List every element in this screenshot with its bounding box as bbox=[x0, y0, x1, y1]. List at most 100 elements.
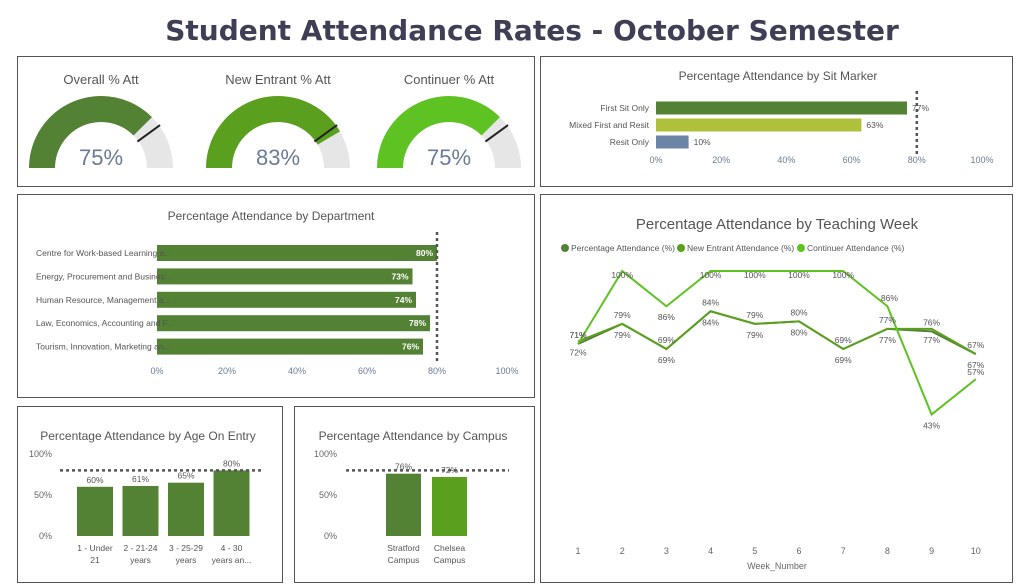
data-label: 80% bbox=[416, 248, 433, 258]
dashboard-title: Student Attendance Rates - October Semes… bbox=[165, 14, 899, 47]
chart-title: Percentage Attendance by Age On Entry bbox=[40, 429, 255, 443]
campus-chart: Percentage Attendance by Campus 0% 50% 100%… bbox=[314, 429, 509, 565]
category-label: 3 - 25-29 bbox=[169, 543, 203, 553]
legend-marker bbox=[797, 244, 805, 252]
category-label: Law, Economics, Accounting and F... bbox=[36, 318, 174, 328]
data-label: 100% bbox=[744, 270, 766, 280]
data-label: 86% bbox=[658, 312, 675, 322]
gauges-svg: Overall % Att 75% New Entrant % Att 83% Cont… bbox=[29, 72, 521, 170]
gauge-target-marker bbox=[136, 124, 161, 143]
bar bbox=[157, 315, 430, 332]
data-label: 69% bbox=[835, 355, 852, 365]
data-label: 69% bbox=[658, 335, 675, 345]
data-label: 73% bbox=[391, 271, 408, 281]
gauge-value: 75% bbox=[427, 145, 471, 170]
category-label: Tourism, Innovation, Marketing an... bbox=[36, 342, 171, 352]
chart-title: Percentage Attendance by Campus bbox=[319, 429, 508, 443]
category-label: years bbox=[176, 555, 197, 565]
bar bbox=[656, 101, 908, 115]
category-label: 21 bbox=[90, 555, 100, 565]
campus-panel: Percentage Attendance by Campus 0% 50% 100%… bbox=[294, 406, 535, 583]
category-label: Stratford bbox=[387, 543, 420, 553]
data-label: 76% bbox=[395, 462, 412, 472]
bar bbox=[386, 473, 421, 536]
bar bbox=[122, 485, 159, 536]
x-axis-title: Week_Number bbox=[747, 561, 807, 571]
data-label: 69% bbox=[658, 355, 675, 365]
bar bbox=[432, 476, 467, 536]
x-tick-label: 3 bbox=[664, 546, 669, 556]
category-label: Centre for Work-based Learning a... bbox=[36, 248, 171, 258]
x-tick-label: 8 bbox=[885, 546, 890, 556]
gauge-title: Continuer % Att bbox=[404, 72, 495, 87]
data-label: 100% bbox=[832, 270, 854, 280]
category-label: First Sit Only bbox=[600, 103, 649, 113]
data-label: 84% bbox=[702, 317, 719, 327]
data-label: 63% bbox=[866, 120, 883, 130]
category-label: years an... bbox=[212, 555, 252, 565]
data-label: 80% bbox=[790, 327, 807, 337]
category-label: Energy, Procurement and Busines... bbox=[36, 271, 172, 281]
x-tick-label: 7 bbox=[841, 546, 846, 556]
data-label: 80% bbox=[790, 307, 807, 317]
y-tick-label: 100% bbox=[314, 449, 337, 459]
gauge-target-marker bbox=[313, 124, 338, 143]
gauge-target-marker bbox=[484, 124, 509, 143]
data-label: 78% bbox=[409, 318, 426, 328]
data-label: 71% bbox=[569, 330, 586, 340]
data-label: 80% bbox=[223, 458, 240, 468]
teaching-week-chart: Percentage Attendance by Teaching Week Pe… bbox=[561, 216, 985, 571]
series-line bbox=[577, 269, 977, 417]
teaching-week-panel: Percentage Attendance by Teaching Week Pe… bbox=[540, 194, 1013, 583]
x-tick-label: 60% bbox=[843, 155, 861, 165]
data-label: 77% bbox=[923, 335, 940, 345]
data-label: 100% bbox=[611, 270, 633, 280]
data-label: 77% bbox=[879, 315, 896, 325]
legend-marker bbox=[677, 244, 685, 252]
data-label: 100% bbox=[788, 270, 810, 280]
data-label: 67% bbox=[967, 340, 984, 350]
sit-marker-chart: Percentage Attendance by Sit Marker 0% 20%… bbox=[569, 69, 993, 165]
category-label: Chelsea bbox=[434, 543, 465, 553]
category-label: years bbox=[130, 555, 151, 565]
bar bbox=[77, 486, 113, 536]
data-label: 79% bbox=[614, 330, 631, 340]
x-tick-label: 100% bbox=[495, 366, 518, 376]
x-tick-label: 80% bbox=[428, 366, 446, 376]
bar bbox=[157, 291, 416, 308]
y-tick-label: 0% bbox=[324, 531, 337, 541]
data-label: 60% bbox=[86, 475, 103, 485]
department-panel: Percentage Attendance by Department 0% 20%… bbox=[17, 194, 535, 398]
x-tick-label: 20% bbox=[712, 155, 730, 165]
bar bbox=[656, 118, 862, 132]
y-tick-label: 0% bbox=[39, 531, 52, 541]
bar bbox=[656, 135, 689, 149]
legend-label: Percentage Attendance (%) bbox=[571, 243, 675, 253]
gauge-title: Overall % Att bbox=[63, 72, 139, 87]
legend-label: New Entrant Attendance (%) bbox=[687, 243, 794, 253]
x-tick-label: 40% bbox=[777, 155, 795, 165]
data-label: 61% bbox=[132, 474, 149, 484]
x-tick-label: 5 bbox=[752, 546, 757, 556]
gauge-value: 83% bbox=[256, 145, 300, 170]
sit-marker-panel: Percentage Attendance by Sit Marker 0% 20%… bbox=[540, 56, 1013, 187]
age-panel: Percentage Attendance by Age On Entry 0% 5… bbox=[17, 406, 283, 583]
data-label: 77% bbox=[912, 103, 929, 113]
y-tick-label: 50% bbox=[319, 490, 337, 500]
gauge-fill bbox=[206, 95, 340, 168]
y-tick-label: 100% bbox=[29, 449, 52, 459]
data-label: 86% bbox=[881, 293, 898, 303]
data-label: 79% bbox=[746, 310, 763, 320]
data-label: 43% bbox=[923, 420, 940, 430]
x-tick-label: 1 bbox=[575, 546, 580, 556]
data-label: 74% bbox=[395, 295, 412, 305]
x-tick-label: 80% bbox=[908, 155, 926, 165]
x-tick-label: 9 bbox=[929, 546, 934, 556]
y-tick-label: 50% bbox=[34, 490, 52, 500]
data-label: 100% bbox=[700, 270, 722, 280]
data-label: 76% bbox=[402, 342, 419, 352]
x-tick-label: 2 bbox=[620, 546, 625, 556]
x-tick-label: 0% bbox=[150, 366, 163, 376]
data-label: 79% bbox=[614, 310, 631, 320]
data-label: 57% bbox=[967, 367, 984, 377]
